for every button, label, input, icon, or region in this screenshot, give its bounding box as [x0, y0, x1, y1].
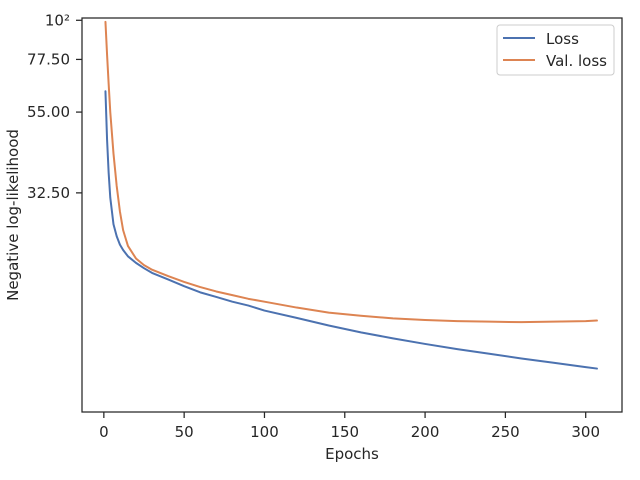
y-axis-label: Negative log-likelihood — [4, 129, 22, 301]
plot-background — [82, 18, 622, 412]
legend-label-loss: Loss — [546, 30, 579, 48]
y-tick-label: 77.50 — [27, 50, 70, 68]
legend: Loss Val. loss — [496, 24, 615, 76]
x-axis-ticks: 0 50 100 150 200 250 300 — [99, 412, 600, 441]
x-tick-label: 300 — [571, 423, 600, 441]
series-line-val-loss — [104, 20, 598, 324]
x-tick-label: 150 — [330, 423, 359, 441]
series-layer — [104, 20, 598, 370]
y-tick-label: 55.00 — [27, 103, 70, 121]
legend-label-val-loss: Val. loss — [546, 52, 607, 70]
x-axis-label: Epochs — [325, 445, 379, 463]
x-tick-label: 200 — [411, 423, 440, 441]
x-tick-label: 50 — [175, 423, 194, 441]
y-axis-ticks: 32.50 55.00 77.50 10² — [27, 11, 82, 202]
y-tick-label: 32.50 — [27, 184, 70, 202]
series-line-loss — [104, 90, 598, 370]
x-tick-label: 0 — [99, 423, 109, 441]
plot-frame — [81, 17, 623, 413]
x-tick-label: 250 — [491, 423, 520, 441]
y-tick-label: 10² — [45, 11, 70, 29]
x-tick-label: 100 — [250, 423, 279, 441]
